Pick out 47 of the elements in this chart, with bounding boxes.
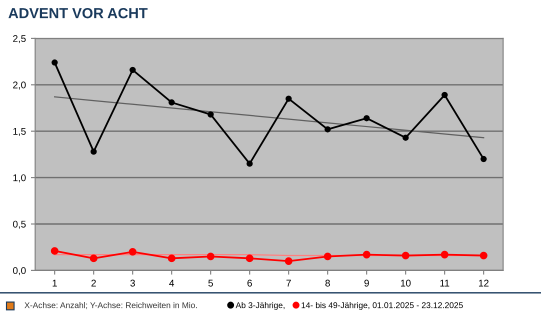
point [50,247,58,255]
point [442,92,448,98]
y-tick-label: 2,0 [13,82,26,90]
point [246,160,253,167]
point [364,115,370,122]
line-series [54,96,484,138]
point [402,134,409,141]
text: X-Achse: Anzahl; Y-Achse: Reichweiten in Mio. [24,302,197,310]
x-tick-label: 7 [286,280,291,286]
point [168,254,176,262]
point [480,252,488,260]
point [128,248,136,256]
x-tick-label: 2 [91,280,96,286]
x-tick-label: 1 [52,280,57,286]
x-tick-label: 5 [208,280,213,287]
x-tick-label: 9 [364,280,369,287]
point [90,254,98,262]
point [168,99,175,106]
point [90,148,97,155]
point [130,66,136,74]
x-tick-label: 10 [400,280,411,287]
y-tick-label: 1,5 [13,128,26,136]
point [208,111,214,118]
point [402,252,410,260]
point [324,126,331,132]
point [480,156,487,162]
chart-title: ADVENT VOR ACHT [8,8,148,18]
y-tick-label: 0,5 [13,220,26,229]
point [440,250,448,258]
x-tick-label: 3 [130,280,135,287]
point [284,257,292,265]
y-tick-label: 0,0 [13,267,26,276]
legend-label: Ab 3-Jährige, [236,302,284,310]
x-tick-label: 6 [247,280,252,287]
x-tick-label: 8 [325,280,330,287]
x-tick-label: 12 [478,280,489,286]
point [324,252,332,260]
y-tick-label: 1,0 [13,174,26,182]
y-tick-label: 2,5 [13,35,26,44]
point [52,59,58,66]
x-tick-label: 4 [169,280,174,286]
point [286,96,292,102]
x-tick-label: 11 [440,280,450,286]
legend-label: 14- bis 49-Jährige, 01.01.2025 - 23.12.2025 [302,302,463,310]
point [206,252,214,260]
point [246,254,254,262]
point [362,250,370,258]
